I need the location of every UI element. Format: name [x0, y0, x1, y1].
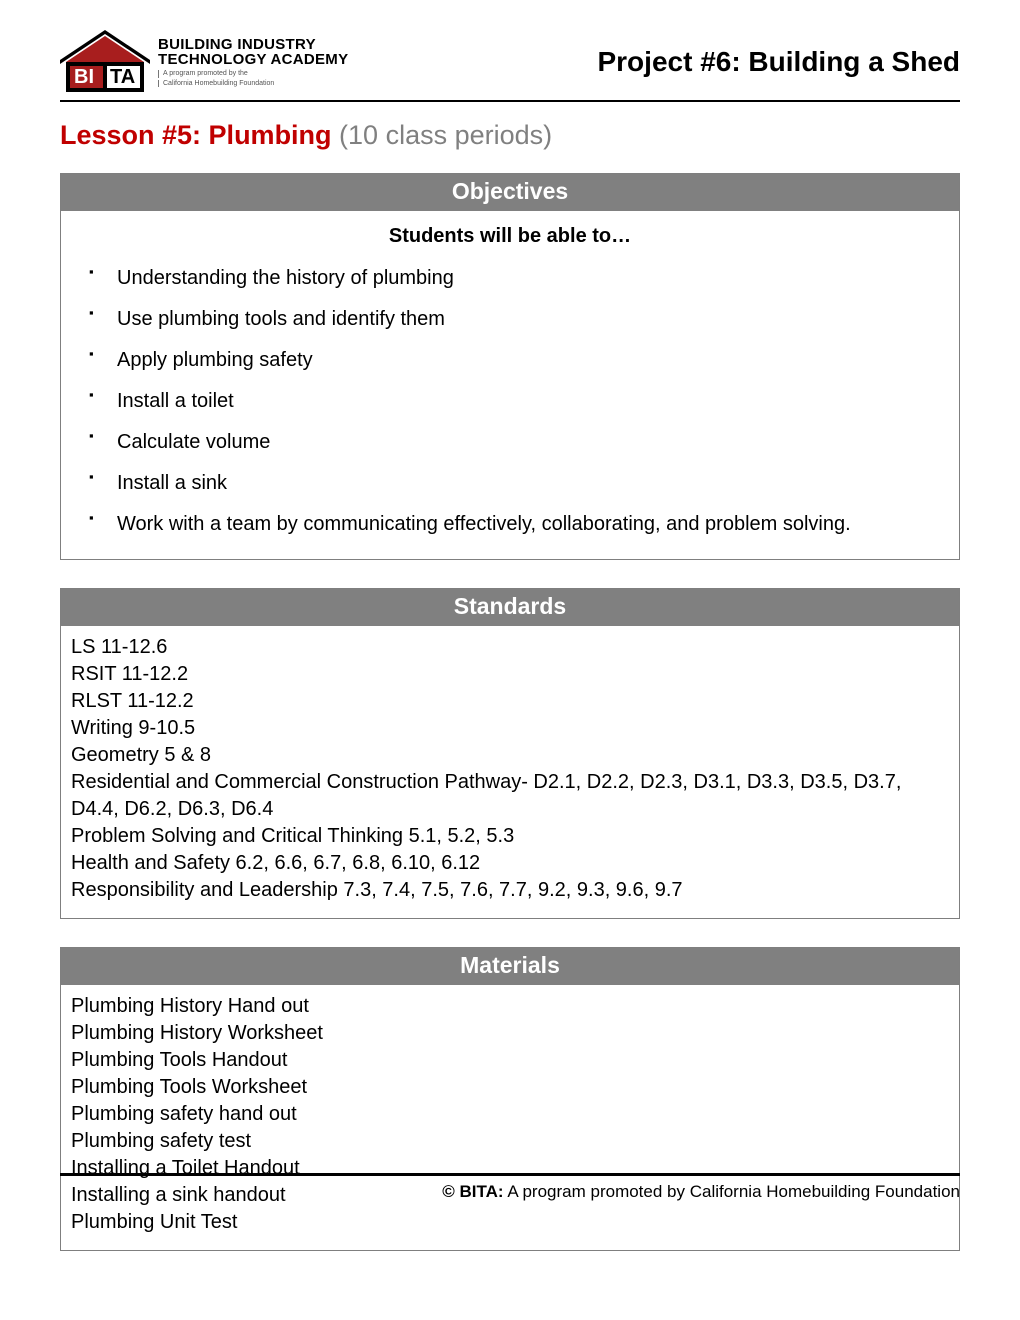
footer-rest: A program promoted by California Homebui… — [504, 1182, 960, 1201]
logo: BI TA BUILDING INDUSTRY TECHNOLOGY ACADE… — [60, 30, 348, 94]
objectives-section: Objectives Students will be able to… Und… — [60, 173, 960, 560]
materials-header: Materials — [61, 948, 959, 985]
objective-item: Calculate volume — [77, 422, 943, 463]
logo-line2: TECHNOLOGY ACADEMY — [158, 52, 348, 68]
standard-line: Responsibility and Leadership 7.3, 7.4, … — [71, 877, 949, 904]
lesson-title: Lesson #5: Plumbing (10 class periods) — [60, 120, 960, 151]
logo-sub2: California Homebuilding Foundation — [158, 80, 348, 88]
svg-text:BI: BI — [74, 66, 94, 88]
material-line: Plumbing Tools Handout — [71, 1047, 949, 1074]
standard-line: LS 11-12.6 — [71, 634, 949, 661]
objective-item: Install a sink — [77, 463, 943, 504]
project-title: Project #6: Building a Shed — [597, 46, 960, 78]
standard-line: Health and Safety 6.2, 6.6, 6.7, 6.8, 6.… — [71, 850, 949, 877]
objective-item: Work with a team by communicating effect… — [77, 504, 943, 545]
standard-line: Geometry 5 & 8 — [71, 742, 949, 769]
standard-line: RSIT 11-12.2 — [71, 661, 949, 688]
standard-line: Writing 9-10.5 — [71, 715, 949, 742]
objectives-subhead: Students will be able to… — [71, 225, 949, 248]
material-line: Plumbing History Worksheet — [71, 1020, 949, 1047]
material-line: Plumbing Unit Test — [71, 1209, 949, 1236]
footer-bold: © BITA: — [442, 1182, 503, 1201]
page-footer: © BITA: A program promoted by California… — [60, 1173, 960, 1202]
logo-icon: BI TA — [60, 30, 150, 94]
logo-text: BUILDING INDUSTRY TECHNOLOGY ACADEMY A p… — [158, 37, 348, 88]
standard-line: Problem Solving and Critical Thinking 5.… — [71, 823, 949, 850]
materials-section: Materials Plumbing History Hand outPlumb… — [60, 947, 960, 1251]
objectives-body: Students will be able to… Understanding … — [61, 211, 959, 559]
material-line: Plumbing safety hand out — [71, 1101, 949, 1128]
page-header: BI TA BUILDING INDUSTRY TECHNOLOGY ACADE… — [60, 30, 960, 102]
material-line: Plumbing safety test — [71, 1128, 949, 1155]
material-line: Plumbing History Hand out — [71, 993, 949, 1020]
objectives-list: Understanding the history of plumbingUse… — [71, 258, 949, 545]
lesson-title-bold: Lesson #5: Plumbing — [60, 120, 332, 150]
logo-line1: BUILDING INDUSTRY — [158, 37, 348, 53]
materials-body: Plumbing History Hand outPlumbing Histor… — [61, 985, 959, 1250]
standard-line: RLST 11-12.2 — [71, 688, 949, 715]
material-line: Plumbing Tools Worksheet — [71, 1074, 949, 1101]
lesson-title-suffix: (10 class periods) — [332, 120, 553, 150]
standards-section: Standards LS 11-12.6RSIT 11-12.2RLST 11-… — [60, 588, 960, 919]
objective-item: Apply plumbing safety — [77, 340, 943, 381]
standard-line: Residential and Commercial Construction … — [71, 769, 949, 823]
objective-item: Use plumbing tools and identify them — [77, 299, 943, 340]
svg-text:TA: TA — [110, 66, 135, 88]
objectives-header: Objectives — [61, 174, 959, 211]
logo-sub1: A program promoted by the — [158, 70, 348, 78]
standards-lines: LS 11-12.6RSIT 11-12.2RLST 11-12.2Writin… — [71, 634, 949, 904]
standards-header: Standards — [61, 589, 959, 626]
objective-item: Install a toilet — [77, 381, 943, 422]
standards-body: LS 11-12.6RSIT 11-12.2RLST 11-12.2Writin… — [61, 626, 959, 918]
objective-item: Understanding the history of plumbing — [77, 258, 943, 299]
